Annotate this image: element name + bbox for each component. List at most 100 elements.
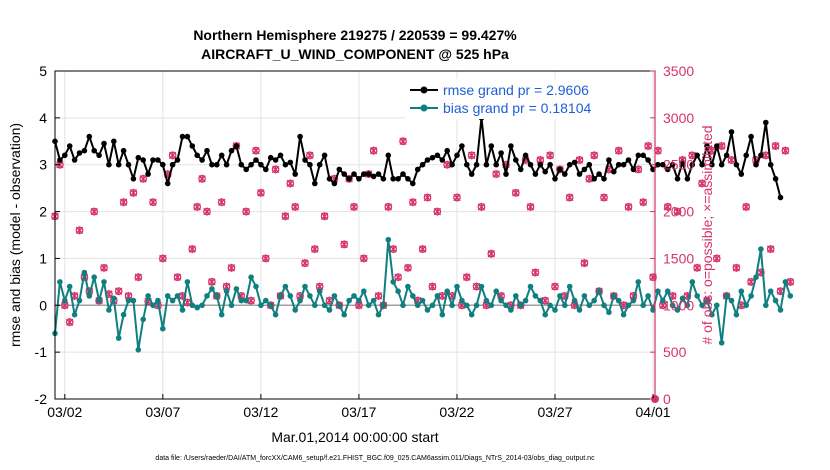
bias-point xyxy=(581,293,588,299)
obs-assimilated-point xyxy=(717,141,726,150)
rmse-point xyxy=(699,161,705,168)
bias-point xyxy=(748,293,754,299)
obs-assimilated-point xyxy=(512,188,520,197)
chart-subtitle: AIRCRAFT_U_WIND_COMPONENT @ 525 hPa xyxy=(201,46,509,62)
bias-point xyxy=(547,302,553,309)
bias-point xyxy=(498,297,504,304)
bias-point xyxy=(346,297,352,304)
obs-assimilated-point xyxy=(134,273,143,282)
bias-point xyxy=(120,311,127,318)
rmse-point xyxy=(62,152,68,159)
y2-tick-label: 1000 xyxy=(663,297,694,313)
obs-assimilated-point xyxy=(340,240,348,249)
obs-assimilated-point xyxy=(404,263,412,272)
bias-point xyxy=(655,288,661,295)
obs-assimilated-point xyxy=(590,151,598,160)
bias-point xyxy=(380,302,387,309)
rmse-point xyxy=(233,143,240,149)
bias-point xyxy=(684,302,691,309)
bias-point xyxy=(209,286,215,292)
bias-point xyxy=(601,302,607,309)
rmse-point xyxy=(625,157,632,163)
bias-point xyxy=(199,302,205,309)
bias-point xyxy=(356,297,362,304)
bias-point xyxy=(86,293,93,299)
bias-point xyxy=(562,302,568,309)
rmse-point xyxy=(645,157,651,163)
obs-assimilated-point xyxy=(306,151,314,160)
bias-point xyxy=(552,307,558,313)
rmse-point xyxy=(439,157,446,163)
y-tick-label: -2 xyxy=(35,391,48,407)
y2-tick-label: 500 xyxy=(663,344,687,360)
rmse-point xyxy=(586,161,593,168)
bias-point xyxy=(611,293,617,299)
bias-point xyxy=(66,283,73,290)
y-tick-label: -1 xyxy=(35,344,48,360)
rmse-point xyxy=(179,133,186,140)
y-tick-label: 1 xyxy=(39,250,47,266)
bias-point xyxy=(522,297,529,304)
rmse-point xyxy=(76,150,83,156)
bias-point xyxy=(267,302,274,309)
rmse-point xyxy=(640,152,646,159)
bias-point xyxy=(537,297,544,304)
obs-assimilated-point xyxy=(242,207,250,216)
bias-point xyxy=(243,297,249,304)
obs-assimilated-point xyxy=(149,198,157,207)
obs-assimilated-point xyxy=(600,193,608,202)
rmse-point xyxy=(777,194,784,201)
bias-point xyxy=(596,288,602,295)
rmse-point xyxy=(557,166,563,173)
rmse-point xyxy=(184,133,191,140)
bias-point xyxy=(307,293,313,299)
bias-point xyxy=(331,293,338,299)
obs-assimilated-point xyxy=(688,151,696,160)
rmse-point xyxy=(297,133,303,140)
x-tick-label: 03/12 xyxy=(243,404,278,420)
bias-point xyxy=(312,302,318,309)
obs-assimilated-point xyxy=(66,318,74,327)
rmse-point xyxy=(91,147,97,154)
bias-point xyxy=(753,274,759,281)
obs-assimilated-point xyxy=(585,174,594,183)
rmse-point xyxy=(96,152,102,159)
rmse-point xyxy=(468,171,475,177)
rmse-point xyxy=(738,171,745,177)
obs-assimilated-point xyxy=(360,254,368,263)
rmse-point xyxy=(380,176,387,182)
bias-point xyxy=(405,283,411,290)
bias-point xyxy=(204,293,210,299)
bias-point xyxy=(111,295,117,302)
obs-assimilated-point xyxy=(217,198,226,207)
footnote: data file: /Users/raeder/DAI/ATM_forcXX/… xyxy=(155,455,595,462)
bias-point xyxy=(218,311,225,318)
bias-point xyxy=(473,302,480,309)
rmse-point xyxy=(356,176,362,182)
bias-point xyxy=(91,274,97,281)
rmse-point xyxy=(331,180,338,187)
rmse-point xyxy=(679,159,686,166)
rmse-point xyxy=(346,176,352,182)
bias-point xyxy=(679,295,686,302)
rmse-point xyxy=(709,161,715,168)
rmse-point xyxy=(606,157,612,163)
bias-point xyxy=(728,297,735,304)
rmse-point xyxy=(669,161,676,168)
obs-assimilated-point xyxy=(580,259,589,268)
rmse-point xyxy=(581,166,588,173)
rmse-point xyxy=(292,171,299,177)
bias-point xyxy=(115,335,122,341)
bias-point xyxy=(184,279,191,285)
y-tick-label: 4 xyxy=(39,110,47,126)
rmse-point xyxy=(635,152,642,159)
rmse-point xyxy=(390,176,397,182)
bias-point xyxy=(576,307,583,313)
rmse-point xyxy=(312,180,318,187)
obs-assimilated-point xyxy=(198,174,206,183)
bias-point xyxy=(532,293,539,299)
bias-point xyxy=(414,302,421,309)
bias-point xyxy=(542,311,548,318)
rmse-point xyxy=(772,176,779,182)
